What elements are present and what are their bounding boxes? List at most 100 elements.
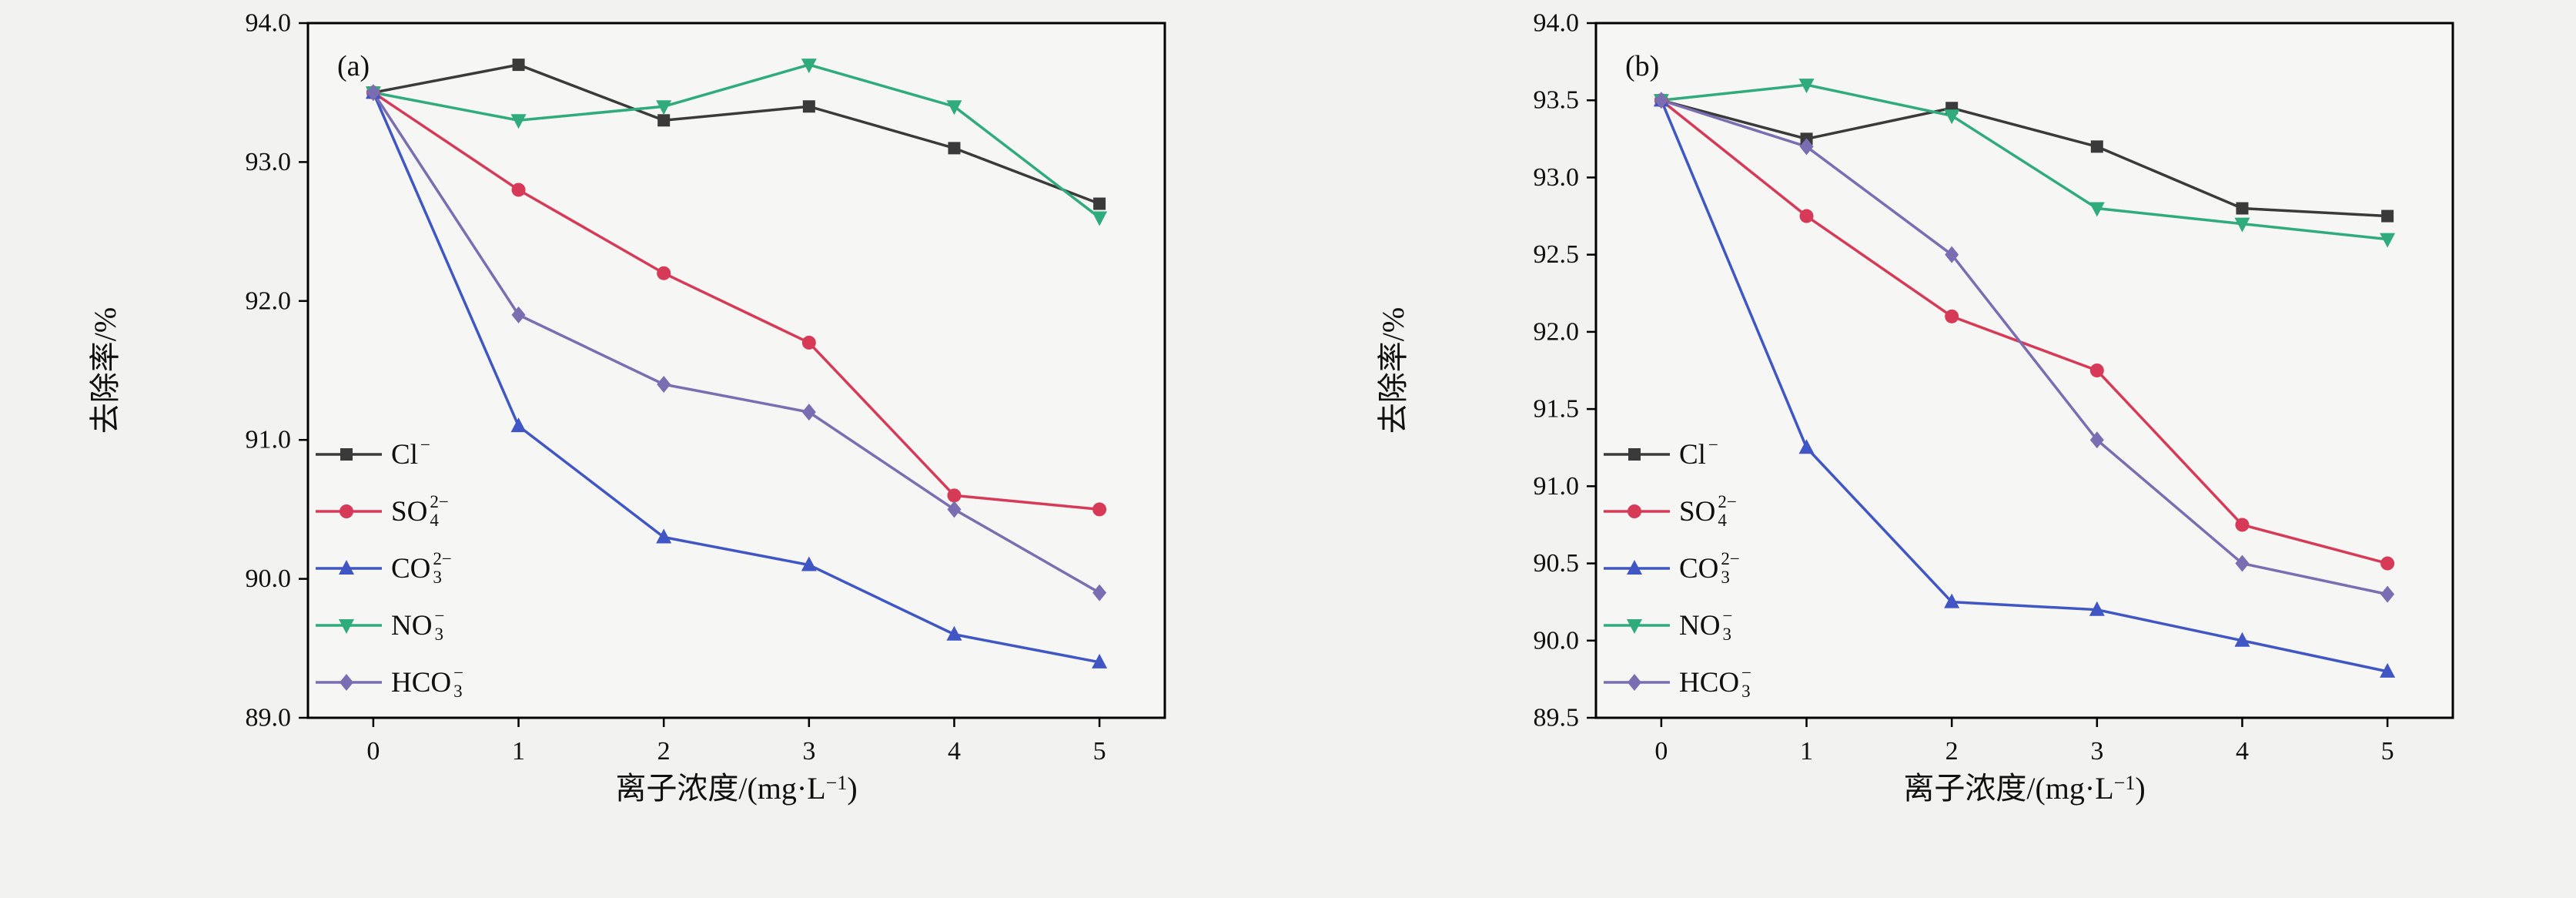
- chart-canvas: 89.5 90.0 90.5 91.0 91.5 92.0 92.5 93.0 93.5 94.0…: [1376, 9, 2454, 766]
- x-tick-label: 1: [1800, 737, 1813, 766]
- legend-ion-base: SO: [1679, 495, 1716, 528]
- marker-bicarbonate: [366, 84, 380, 102]
- superscript: −: [1722, 606, 1733, 625]
- panel-label: (b): [1625, 50, 1659, 82]
- legend-marker-nitrate: [1627, 619, 1642, 634]
- legend-label-sulfate: SO 2− 4: [1679, 493, 1737, 530]
- marker-bicarbonate: [2089, 431, 2104, 449]
- legend-sample-bicarbonate: [316, 674, 382, 691]
- marker-carbonate: [656, 528, 672, 544]
- legend-item-chloride: Cl −: [1604, 426, 1751, 483]
- legend-ion-scripts: −: [1708, 436, 1718, 473]
- legend-item-carbonate: CO 2− 3: [316, 540, 463, 597]
- legend-item-sulfate: SO 2− 4: [316, 483, 463, 540]
- marker-bicarbonate: [1945, 246, 1959, 263]
- marker-chloride: [802, 100, 815, 113]
- legend-item-bicarbonate: HCO −3: [316, 654, 463, 711]
- plot-area: [1596, 23, 2453, 718]
- marker-bicarbonate: [1654, 92, 1668, 109]
- y-tick-label: 91.0: [246, 426, 292, 454]
- y-axis-label: 去除率/%: [88, 307, 122, 434]
- marker-carbonate: [801, 556, 817, 571]
- superscript: 2−: [433, 549, 452, 568]
- y-tick-label: 93.0: [246, 148, 292, 176]
- y-tick-label: 93.5: [1534, 86, 1580, 115]
- superscript: −: [420, 435, 430, 454]
- legend-label-bicarbonate: HCO −3: [391, 664, 463, 701]
- chart-panel-b: 89.5 90.0 90.5 91.0 91.5 92.0 92.5 93.0 93.5 94.0…: [1288, 0, 2576, 898]
- marker-bicarbonate: [2235, 555, 2250, 572]
- legend-label-chloride: Cl −: [391, 436, 430, 473]
- legend: Cl − SO 2− 4 CO 2− 3 NO −3 HCO −3: [316, 426, 463, 711]
- legend-sample-carbonate: [1604, 560, 1670, 575]
- subscript: 3: [434, 625, 443, 644]
- marker-chloride: [2090, 140, 2103, 153]
- series-line-carbonate: [1660, 99, 2388, 673]
- marker-bicarbonate: [2380, 585, 2395, 603]
- x-axis-label-text: 离子浓度/(mg·L: [615, 771, 826, 806]
- legend-ion-scripts: 2− 3: [433, 550, 451, 587]
- marker-sulfate: [947, 488, 962, 503]
- x-axis-label-close: ): [847, 771, 858, 806]
- superscript: −: [1741, 663, 1752, 682]
- legend-ion-scripts: 2− 4: [1718, 493, 1736, 530]
- legend-item-bicarbonate: HCO −3: [1604, 654, 1751, 711]
- series-line-chloride: [1661, 99, 2388, 218]
- marker-sulfate: [1945, 309, 1959, 323]
- marker-bicarbonate: [1092, 584, 1107, 601]
- legend-marker-chloride: [1628, 448, 1641, 461]
- legend-ion-scripts: 2− 4: [430, 493, 448, 530]
- plot-border: [1594, 22, 2454, 719]
- x-axis-label-superscript: −1: [2113, 772, 2136, 794]
- plot-border: [306, 22, 1166, 719]
- series-line-nitrate: [1661, 83, 2388, 241]
- marker-nitrate: [801, 59, 817, 74]
- subscript: [420, 454, 430, 473]
- x-axis-label-text: 离子浓度/(mg·L: [1903, 771, 2114, 806]
- legend-label-carbonate: CO 2− 3: [391, 550, 452, 587]
- marker-carbonate: [1798, 439, 1815, 454]
- y-tick-label: 92.0: [1534, 317, 1580, 346]
- legend-marker-carbonate: [339, 560, 354, 575]
- y-tick-label: 91.0: [1534, 472, 1580, 501]
- marker-bicarbonate: [1799, 138, 1814, 156]
- marker-carbonate: [2380, 662, 2396, 678]
- legend-ion-scripts: −3: [434, 607, 444, 644]
- series-line-nitrate: [373, 63, 1101, 219]
- y-tick-label: 90.5: [1534, 549, 1580, 578]
- x-axis-label-superscript: −1: [825, 772, 848, 794]
- marker-sulfate: [1092, 502, 1107, 517]
- y-tick-label: 93.0: [1534, 163, 1580, 192]
- x-tick-label: 2: [1945, 737, 1959, 766]
- legend-label-carbonate: CO 2− 3: [1679, 550, 1740, 587]
- marker-nitrate: [2380, 233, 2396, 248]
- subscript: 4: [1718, 511, 1727, 530]
- legend-marker-sulfate: [1628, 504, 1641, 518]
- series-line-carbonate: [372, 92, 1100, 664]
- legend-ion-base: CO: [1679, 552, 1719, 585]
- superscript: −: [453, 663, 464, 682]
- legend-ion-scripts: −3: [1722, 607, 1732, 644]
- legend-marker-nitrate: [339, 619, 354, 634]
- subscript: 3: [453, 682, 463, 701]
- legend-ion-base: Cl: [391, 438, 418, 471]
- marker-nitrate: [946, 100, 962, 116]
- legend-item-nitrate: NO −3: [316, 597, 463, 654]
- legend-label-bicarbonate: HCO −3: [1679, 664, 1751, 701]
- series-line-bicarbonate: [372, 92, 1100, 595]
- legend-sample-carbonate: [316, 560, 382, 575]
- marker-sulfate: [2235, 518, 2250, 532]
- x-tick-label: 0: [366, 737, 380, 766]
- marker-chloride: [1093, 197, 1106, 210]
- legend-ion-scripts: 2− 3: [1721, 550, 1739, 587]
- legend-marker-bicarbonate: [340, 674, 353, 691]
- superscript: 2−: [1718, 492, 1737, 511]
- marker-chloride: [948, 142, 961, 155]
- superscript: −: [434, 606, 445, 625]
- subscript: 3: [1721, 568, 1730, 587]
- legend-label-nitrate: NO −3: [391, 607, 444, 644]
- marker-bicarbonate: [801, 404, 816, 421]
- marker-chloride: [657, 114, 671, 127]
- legend-marker-bicarbonate: [1628, 674, 1641, 691]
